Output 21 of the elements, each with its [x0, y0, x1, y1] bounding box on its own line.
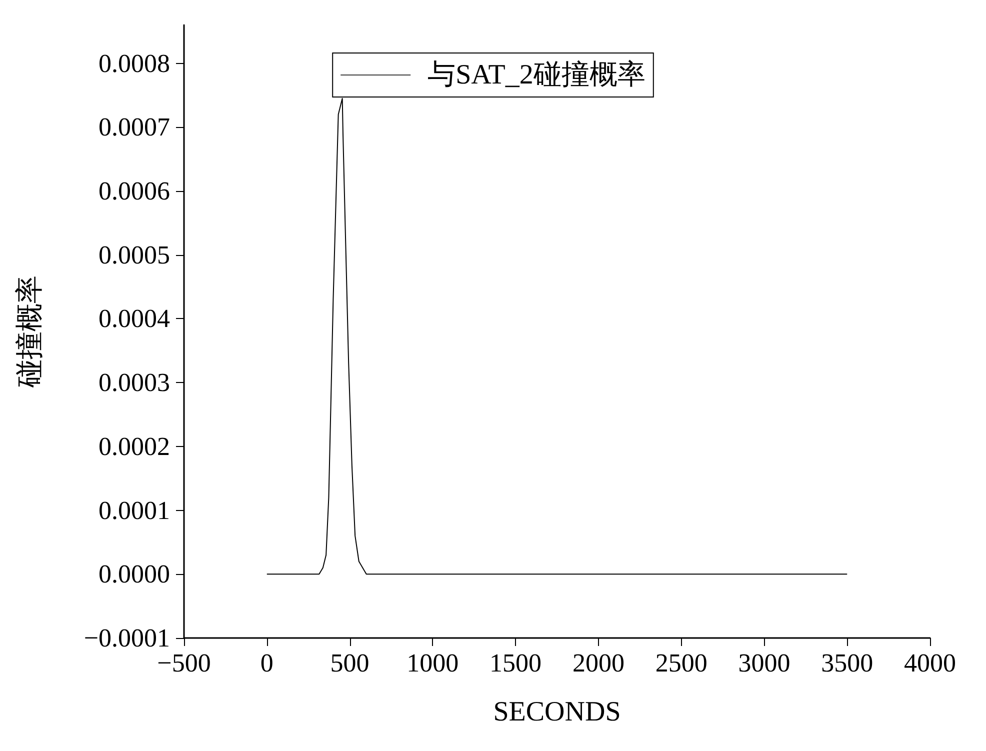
y-tick-label: 0.0005	[98, 240, 170, 270]
y-tick-label: 0.0008	[98, 48, 170, 78]
y-tick-label: 0.0007	[98, 112, 170, 142]
x-axis-title: SECONDS	[493, 696, 621, 728]
y-tick-label: 0.0002	[98, 432, 170, 461]
x-tick-label: 1000	[406, 648, 459, 678]
y-tick-label: 0.0003	[98, 368, 170, 398]
legend-label: 与SAT_2碰撞概率	[428, 60, 646, 90]
x-tick-label: 4000	[904, 648, 956, 678]
x-tick-label: 1500	[490, 648, 542, 678]
y-tick-label: 0.0000	[98, 560, 170, 589]
x-tick-label: 3500	[821, 648, 874, 678]
y-tick-label: 0.0006	[98, 176, 170, 206]
x-tick-label: 500	[330, 648, 370, 678]
x-tick-label: 2500	[655, 648, 708, 678]
x-tick-label: 0	[260, 648, 274, 678]
x-tick-label: 2000	[572, 648, 624, 678]
y-tick-label: 0.0001	[98, 496, 170, 525]
x-tick-label: 3000	[738, 648, 790, 678]
y-axis-title: 碰撞概率	[14, 276, 46, 388]
y-tick-label: 0.0004	[98, 304, 170, 334]
